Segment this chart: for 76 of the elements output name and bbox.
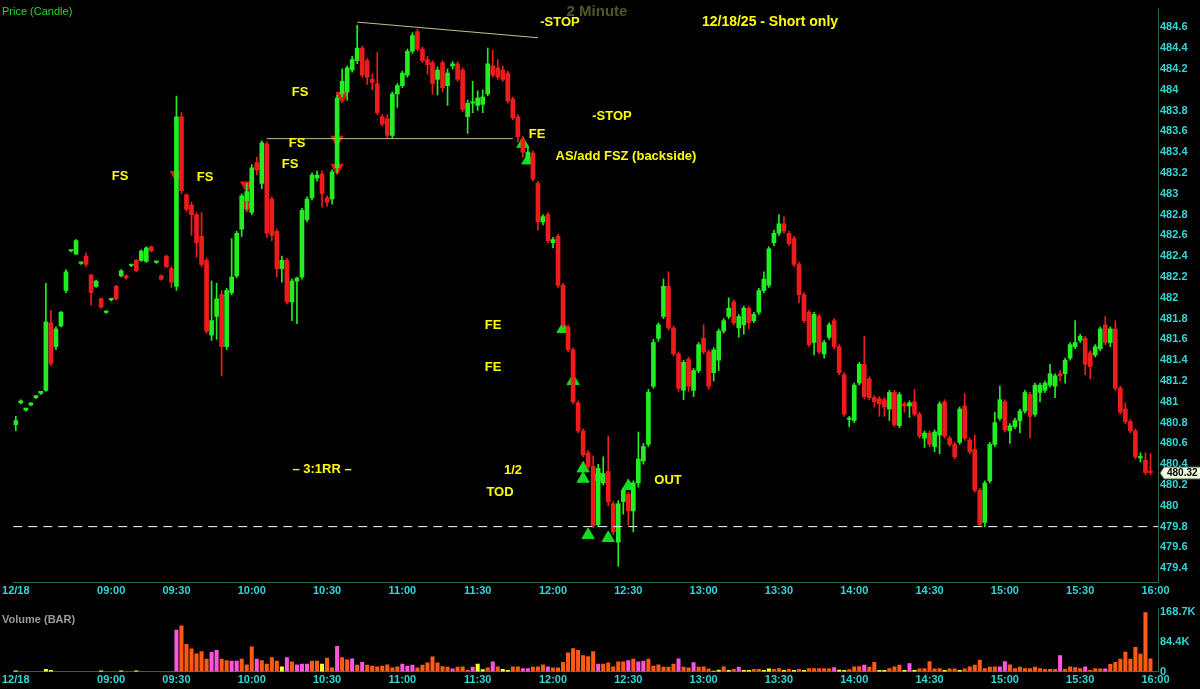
x-tick-label: 15:30: [1066, 673, 1095, 686]
x-tick-label: 14:30: [915, 584, 944, 597]
x-tick-label: 14:00: [840, 673, 869, 686]
y-tick-label: 481.2: [1160, 374, 1188, 387]
y-tick-label: 480: [1160, 498, 1179, 511]
y-tick-label: 483: [1160, 186, 1179, 199]
y-tick-label: 483.4: [1160, 145, 1189, 158]
x-tick-label: 12/18: [2, 673, 30, 686]
y-tick-label: 482.8: [1160, 207, 1188, 220]
x-tick-label: 09:00: [97, 673, 126, 686]
y-tick-label: 479.4: [1160, 561, 1189, 574]
annotation: -STOP: [592, 107, 633, 123]
y-tick-label: 480.2: [1160, 478, 1188, 491]
y-tick-label: 484: [1160, 82, 1180, 95]
y-tick-label: 483.2: [1160, 165, 1188, 178]
y-tick-label: 483.6: [1160, 124, 1188, 137]
y-tick-label: 481: [1160, 394, 1179, 407]
x-tick-label: 11:30: [463, 673, 492, 686]
y-tick-label: 168.7K: [1160, 605, 1196, 618]
x-tick-label: 15:00: [990, 673, 1019, 686]
x-tick-label: 09:30: [162, 673, 191, 686]
annotation: FS: [111, 167, 129, 183]
x-tick-label: 13:00: [689, 673, 718, 686]
x-tick-label: 14:00: [840, 584, 869, 597]
x-tick-label: 10:30: [312, 673, 342, 686]
x-tick-label: 11:00: [388, 673, 417, 686]
annotation: TOD: [486, 483, 514, 499]
y-tick-label: 480.6: [1160, 436, 1188, 449]
annotation: FS: [288, 134, 306, 150]
annotation: FS: [291, 83, 309, 99]
y-tick-label: 484.4: [1160, 41, 1189, 54]
x-tick-label: 15:30: [1066, 584, 1095, 597]
x-tick-label: 12:00: [538, 584, 568, 597]
chart-title: 12/18/25 - Short only: [701, 12, 839, 29]
x-tick-label: 13:00: [689, 584, 718, 597]
annotation: – 3:1RR –: [292, 460, 352, 476]
x-tick-label: 11:30: [463, 584, 492, 597]
y-tick-label: 479.6: [1160, 540, 1188, 553]
x-tick-label: 14:30: [915, 673, 944, 686]
x-tick-label: 12:30: [614, 673, 643, 686]
x-tick-label: 12/18: [2, 584, 30, 597]
y-tick-label: 482: [1160, 290, 1179, 303]
x-tick-label: 13:30: [764, 673, 793, 686]
y-tick-label: 480.8: [1160, 415, 1188, 428]
x-tick-label: 12:00: [538, 673, 568, 686]
annotation: FS: [196, 168, 214, 184]
x-tick-label: 09:30: [162, 584, 191, 597]
y-axis-title: Price (Candle): [2, 5, 73, 18]
y-tick-label: 481.4: [1160, 353, 1189, 366]
annotation: AS/add FSZ (backside): [555, 147, 697, 163]
annotation: FS: [281, 155, 299, 171]
x-tick-label: 10:00: [237, 584, 266, 597]
y-tick-label: 484.6: [1160, 20, 1188, 33]
x-tick-label: 13:30: [764, 584, 793, 597]
annotation: FE: [484, 316, 502, 332]
y-tick-label: 482.2: [1160, 270, 1188, 283]
x-tick-label: 10:00: [237, 673, 266, 686]
y-tick-label: 484.2: [1160, 61, 1188, 74]
y-axis-title: Volume (BAR): [2, 613, 76, 626]
x-tick-label: 11:00: [388, 584, 417, 597]
y-tick-label: 482.4: [1160, 249, 1189, 262]
y-tick-label: 482.6: [1160, 228, 1188, 241]
y-tick-label: 481.6: [1160, 332, 1188, 345]
annotation: FE: [528, 125, 546, 141]
annotation: OUT: [654, 471, 682, 487]
x-tick-label: 15:00: [990, 584, 1019, 597]
x-tick-label: 10:30: [313, 584, 342, 597]
x-tick-label: 12:30: [614, 584, 643, 597]
y-tick-label: 481.8: [1160, 311, 1188, 324]
annotation: FE: [484, 358, 502, 374]
y-tick-label: 483.8: [1160, 103, 1188, 116]
x-tick-label: 09:00: [97, 584, 126, 597]
y-tick-label: 479.8: [1160, 519, 1188, 532]
y-tick-label: 84.4K: [1160, 635, 1190, 648]
annotation: 1/2: [503, 461, 523, 477]
x-tick-label: 16:00: [1141, 584, 1170, 597]
